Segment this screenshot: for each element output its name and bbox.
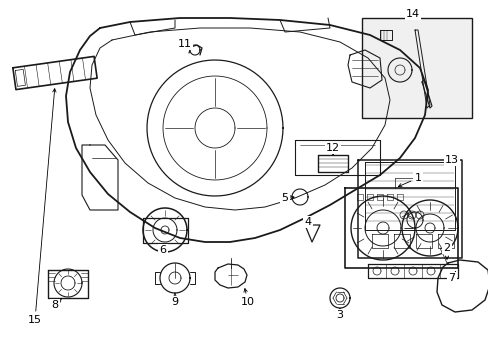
Text: 2: 2 bbox=[443, 243, 449, 259]
Text: 7: 7 bbox=[447, 272, 455, 283]
Text: 5: 5 bbox=[281, 193, 293, 203]
Text: 6: 6 bbox=[159, 245, 166, 255]
Text: 15: 15 bbox=[28, 89, 56, 325]
Bar bbox=[361, 18, 471, 118]
Text: 8: 8 bbox=[51, 298, 61, 310]
Text: 11: 11 bbox=[178, 39, 192, 49]
Text: 9: 9 bbox=[171, 293, 178, 307]
Text: 13: 13 bbox=[444, 155, 458, 165]
Text: 14: 14 bbox=[405, 9, 419, 19]
Text: 4: 4 bbox=[304, 217, 311, 227]
Text: 10: 10 bbox=[241, 289, 254, 307]
Text: 12: 12 bbox=[325, 143, 339, 154]
Text: 1: 1 bbox=[398, 173, 421, 187]
Text: 3: 3 bbox=[336, 309, 343, 320]
